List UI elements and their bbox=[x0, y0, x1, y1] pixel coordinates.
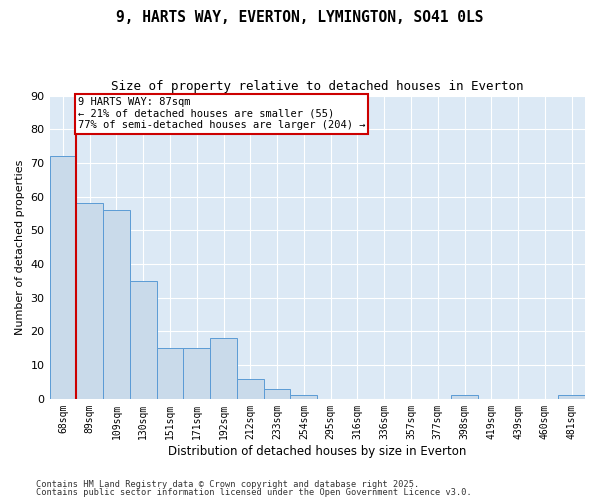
Bar bbox=[130, 281, 157, 399]
Bar bbox=[290, 396, 317, 399]
Bar bbox=[184, 348, 210, 399]
Bar bbox=[264, 388, 290, 399]
Text: Contains HM Land Registry data © Crown copyright and database right 2025.: Contains HM Land Registry data © Crown c… bbox=[36, 480, 419, 489]
X-axis label: Distribution of detached houses by size in Everton: Distribution of detached houses by size … bbox=[168, 444, 466, 458]
Title: Size of property relative to detached houses in Everton: Size of property relative to detached ho… bbox=[111, 80, 524, 93]
Bar bbox=[157, 348, 184, 399]
Text: 9 HARTS WAY: 87sqm
← 21% of detached houses are smaller (55)
77% of semi-detache: 9 HARTS WAY: 87sqm ← 21% of detached hou… bbox=[77, 97, 365, 130]
Y-axis label: Number of detached properties: Number of detached properties bbox=[15, 160, 25, 335]
Text: 9, HARTS WAY, EVERTON, LYMINGTON, SO41 0LS: 9, HARTS WAY, EVERTON, LYMINGTON, SO41 0… bbox=[116, 10, 484, 25]
Bar bbox=[50, 156, 76, 399]
Bar bbox=[451, 396, 478, 399]
Bar bbox=[76, 204, 103, 399]
Bar bbox=[210, 338, 237, 399]
Bar bbox=[237, 378, 264, 399]
Text: Contains public sector information licensed under the Open Government Licence v3: Contains public sector information licen… bbox=[36, 488, 472, 497]
Bar bbox=[558, 396, 585, 399]
Bar bbox=[103, 210, 130, 399]
